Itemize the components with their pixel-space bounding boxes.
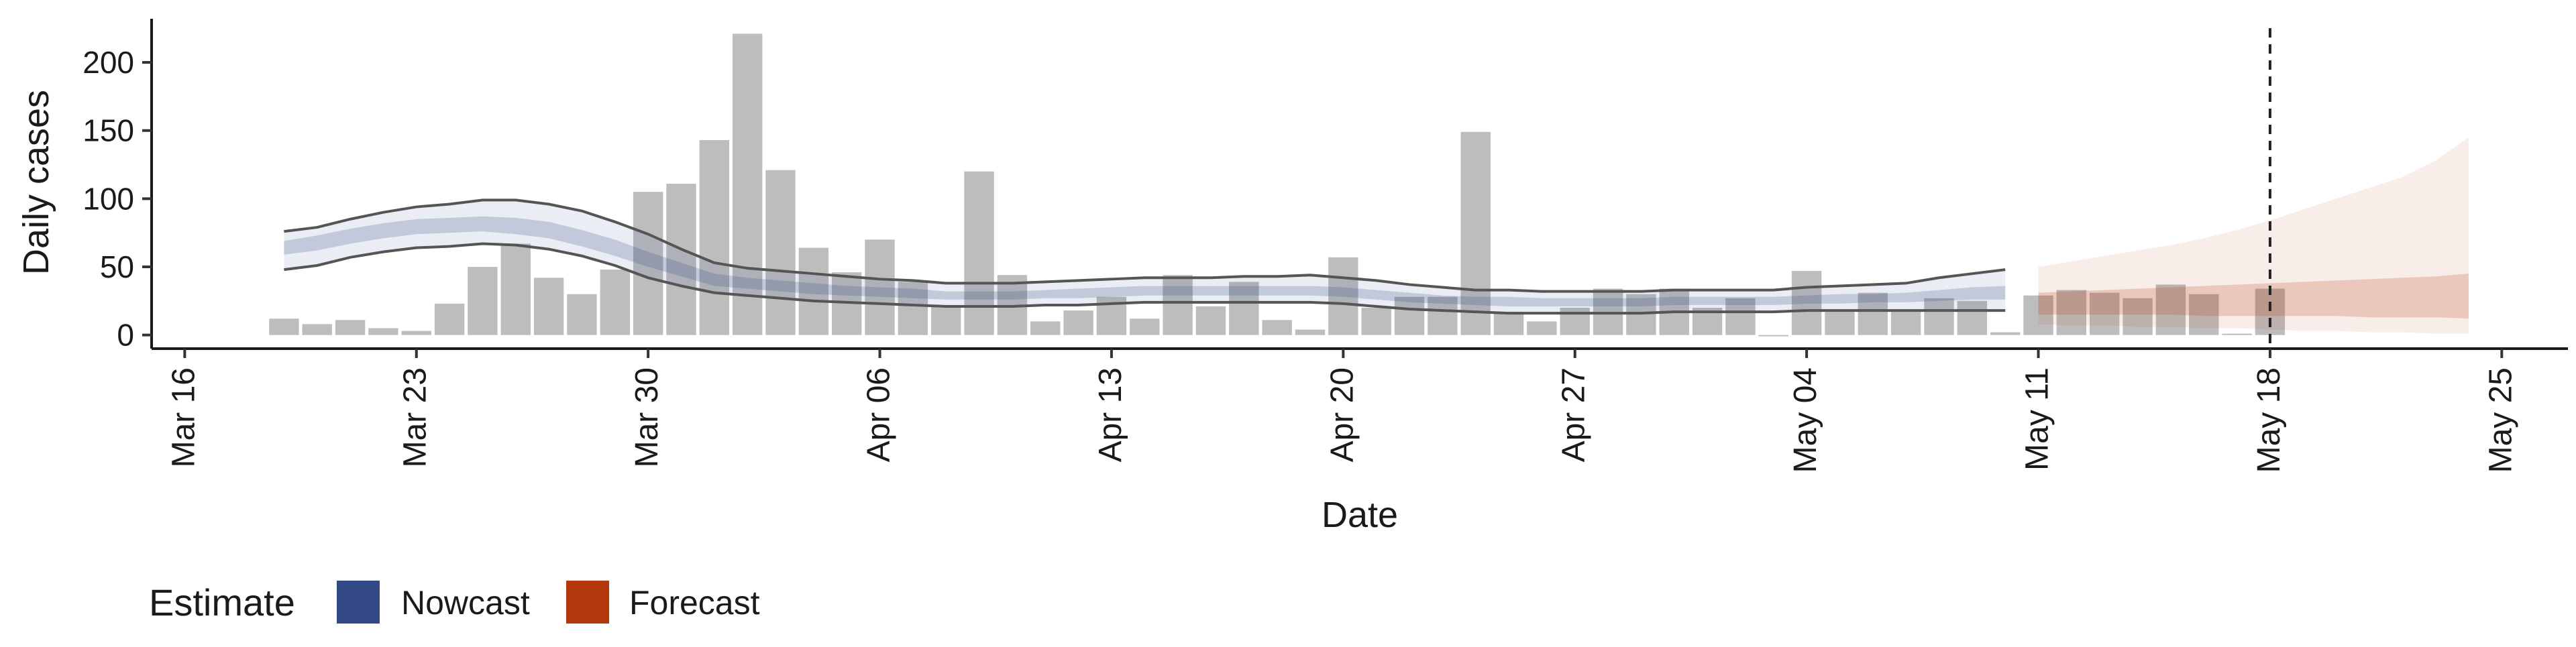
forecast-90-band [2038,137,2469,334]
case-bar [468,267,498,335]
x-tick-label: May 18 [2251,367,2287,473]
case-bar [1229,282,1259,335]
legend-label-forecast: Forecast [629,584,760,622]
case-bar [1295,329,1326,335]
observed-cases-bars [269,34,2286,337]
case-bar [898,282,928,335]
x-tick-label: Mar 16 [166,367,201,467]
case-bar [1924,298,1954,335]
case-bar [1262,320,1292,335]
legend-label-nowcast: Nowcast [401,584,530,622]
case-bar [765,170,796,335]
case-bar [567,294,597,335]
case-bar [1394,296,1425,335]
case-bar [434,303,465,335]
case-bar [1361,308,1391,335]
x-tick-label: Apr 27 [1556,367,1592,462]
case-bar [600,270,630,335]
x-tick-label: Mar 23 [398,367,433,467]
y-tick-label: 0 [117,318,134,353]
nowcast-upper-bound-line [284,198,2006,293]
case-bar [2155,284,2186,335]
x-tick-label: May 04 [1788,367,1823,473]
case-bar [2123,298,2153,335]
case-bar [1460,131,1491,335]
case-bar [732,34,763,335]
case-bar [1825,312,1855,335]
case-bar [1791,271,1822,335]
case-bar [931,304,961,335]
chart-legend: Estimate Nowcast Forecast [149,581,760,624]
y-tick-label: 150 [83,113,134,148]
case-bar [401,331,431,335]
nowcast-lower-bound-line [284,242,2006,315]
case-bar [666,184,696,335]
x-axis-title: Date [1322,495,1398,535]
forecast-ribbons [2038,137,2469,334]
case-bar [1990,332,2021,335]
case-bar [1593,288,1623,335]
case-bar [1725,298,1756,335]
case-bar [500,243,531,335]
y-tick-label: 200 [83,45,134,80]
case-bar [302,324,332,335]
case-bar [2189,294,2219,335]
legend-swatch-nowcast [337,581,380,624]
case-bar [1063,310,1093,335]
x-tick-label: Mar 30 [629,367,665,467]
nowcast-50-band [284,216,2006,306]
case-bar [1195,306,1226,335]
case-bar [964,171,994,335]
case-bar [2090,292,2120,335]
case-bar [1626,294,1656,335]
legend-swatch-forecast [566,581,609,624]
case-bar [1130,318,1160,335]
case-bar [1493,312,1524,335]
case-bar [1163,275,1193,335]
legend-title: Estimate [149,581,295,624]
case-bar [1328,257,1358,335]
forecast-50-band [2038,274,2469,319]
case-bar [1030,321,1061,335]
nowcast-90-band [284,200,2006,314]
case-bar [1957,300,1988,335]
case-bar [533,278,564,335]
case-bar [2056,290,2087,335]
y-tick-label: 100 [83,181,134,216]
case-bar [2023,295,2053,335]
case-bar [1428,296,1458,335]
nowcast-ribbons [284,198,2006,315]
case-bar [1758,335,1788,337]
case-bar [2255,288,2286,335]
case-bar [699,139,730,335]
case-bar [865,239,895,335]
x-tick-label: May 25 [2483,367,2518,473]
x-tick-label: Apr 06 [861,367,897,462]
x-tick-label: May 11 [2020,367,2055,471]
case-bar [335,320,366,335]
y-axis-title: Daily cases [16,90,56,275]
chart-axes: 0 50 100 150 200 Mar 16 Mar 23 Mar 30 Apr 06 Apr … [83,19,2568,473]
case-bar [1890,310,1921,335]
case-bar [798,247,829,335]
x-tick-label: Apr 20 [1324,367,1360,462]
x-tick-label: Apr 13 [1093,367,1128,462]
case-bar [269,318,299,335]
case-bar [1527,321,1557,335]
case-bar [2222,333,2252,335]
case-bar [368,328,398,335]
case-bar [633,192,663,335]
case-bar [1858,292,1888,335]
y-tick-label: 50 [100,249,134,284]
